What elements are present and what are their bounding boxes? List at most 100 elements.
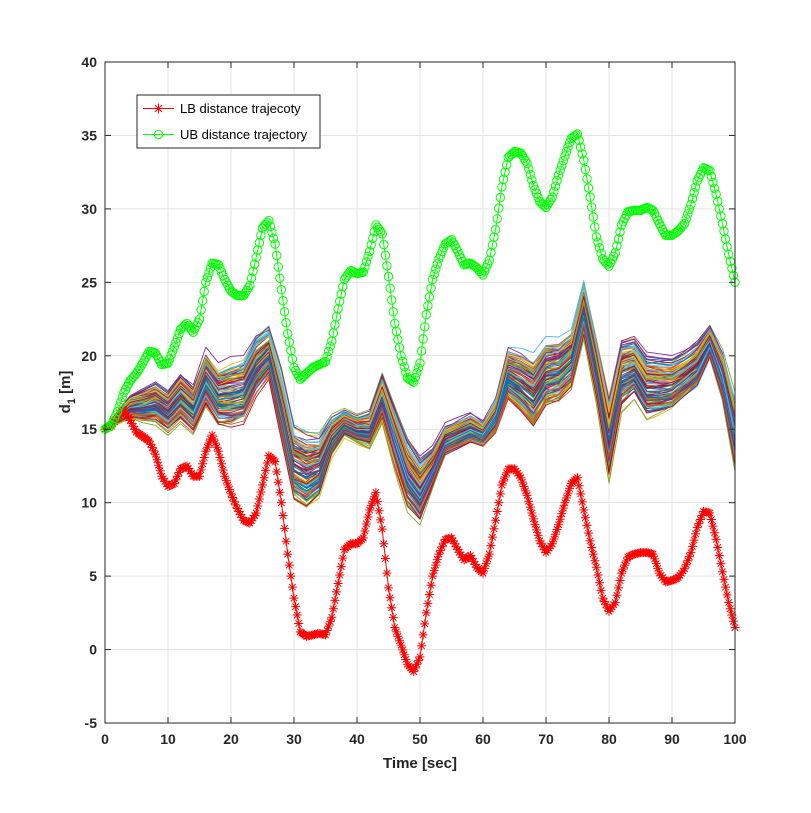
lb-marker <box>185 466 195 476</box>
y-tick-label: -5 <box>85 715 98 731</box>
lb-marker <box>691 529 701 539</box>
lb-marker <box>336 562 346 572</box>
lb-marker <box>280 523 290 533</box>
ub-marker <box>333 304 343 314</box>
ub-marker <box>171 337 181 348</box>
lb-marker <box>372 497 382 507</box>
ub-marker <box>276 285 287 295</box>
lb-marker <box>321 630 330 640</box>
ub-marker <box>133 366 143 376</box>
ub-marker <box>117 392 128 402</box>
y-axis-label-unit: [m] <box>57 371 74 399</box>
ub-marker <box>415 358 425 368</box>
ub-marker <box>549 186 559 197</box>
lb-marker <box>144 436 154 446</box>
lb-marker <box>651 559 661 569</box>
lb-marker <box>489 524 499 534</box>
ub-marker <box>426 283 436 293</box>
lb-marker <box>481 559 491 569</box>
ub-marker <box>522 158 532 169</box>
ub-marker <box>577 149 587 159</box>
lb-marker <box>146 439 156 449</box>
ub-marker <box>538 199 548 210</box>
ub-marker <box>368 233 378 244</box>
ub-marker <box>544 197 554 208</box>
lb-marker <box>223 480 233 490</box>
lb-marker <box>480 563 490 573</box>
lb-marker <box>601 600 611 610</box>
ub-marker <box>335 296 345 307</box>
y-tick-label: 40 <box>81 54 97 70</box>
lb-marker <box>388 613 398 623</box>
lb-marker <box>624 551 634 561</box>
lb-marker <box>628 550 638 560</box>
lb-marker <box>155 466 165 476</box>
lb-marker <box>576 489 586 499</box>
lb-marker <box>258 480 267 490</box>
ub-marker <box>550 181 561 191</box>
lb-marker <box>536 539 546 549</box>
x-tick-label: 50 <box>412 731 428 747</box>
lb-marker <box>154 460 164 470</box>
ub-marker <box>360 262 370 272</box>
ub-marker <box>711 189 721 199</box>
lb-marker <box>281 536 291 546</box>
y-axis-label-main: d <box>57 404 74 413</box>
lb-marker <box>332 587 342 597</box>
lb-marker <box>152 455 162 465</box>
lb-marker <box>495 489 505 499</box>
x-tick-label: 20 <box>223 731 239 747</box>
lb-marker <box>432 555 442 565</box>
lb-marker <box>522 490 532 500</box>
ub-marker <box>275 273 285 283</box>
lb-marker <box>120 408 130 418</box>
lb-marker <box>591 562 601 572</box>
lb-marker <box>195 471 204 481</box>
ub-marker <box>557 160 567 171</box>
ub-marker <box>495 192 505 203</box>
lb-marker <box>713 542 723 552</box>
lb-marker <box>550 529 560 539</box>
lb-marker <box>262 458 272 468</box>
ub-marker <box>358 267 368 277</box>
lb-marker <box>417 641 427 651</box>
lb-marker <box>272 467 282 477</box>
lb-marker <box>150 449 160 459</box>
lb-marker <box>530 519 540 529</box>
lb-marker <box>554 520 564 530</box>
ub-marker <box>501 160 512 170</box>
ub-marker <box>380 250 391 260</box>
lb-marker <box>283 549 293 559</box>
ub-marker <box>320 357 331 367</box>
lb-marker <box>229 496 239 506</box>
lb-marker <box>590 556 600 566</box>
lb-marker <box>573 473 582 483</box>
ub-marker <box>270 239 280 249</box>
lb-marker <box>547 539 557 549</box>
ub-marker <box>668 229 679 239</box>
ensemble-trajectory <box>104 283 736 473</box>
lb-marker <box>289 593 299 603</box>
x-tick-label: 30 <box>286 731 302 747</box>
ensemble-trajectory <box>104 317 736 504</box>
ticks <box>104 61 736 724</box>
ub-marker <box>542 200 553 210</box>
lb-marker <box>240 516 250 526</box>
lb-marker <box>434 549 444 559</box>
ub-marker <box>101 423 112 433</box>
ensemble-trajectory <box>104 296 736 475</box>
lb-marker <box>210 438 220 448</box>
lb-marker <box>398 645 408 655</box>
ub-marker <box>467 259 477 269</box>
ub-marker <box>405 375 416 385</box>
lb-marker <box>224 484 234 494</box>
lb-marker <box>620 560 630 570</box>
ub-marker <box>398 356 408 366</box>
lb-marker <box>245 518 255 528</box>
lb-marker <box>124 413 134 423</box>
lb-marker <box>613 583 623 593</box>
ub-marker <box>672 227 682 237</box>
ub-marker <box>705 166 715 176</box>
lb-marker <box>409 667 419 677</box>
ub-marker <box>240 288 250 298</box>
